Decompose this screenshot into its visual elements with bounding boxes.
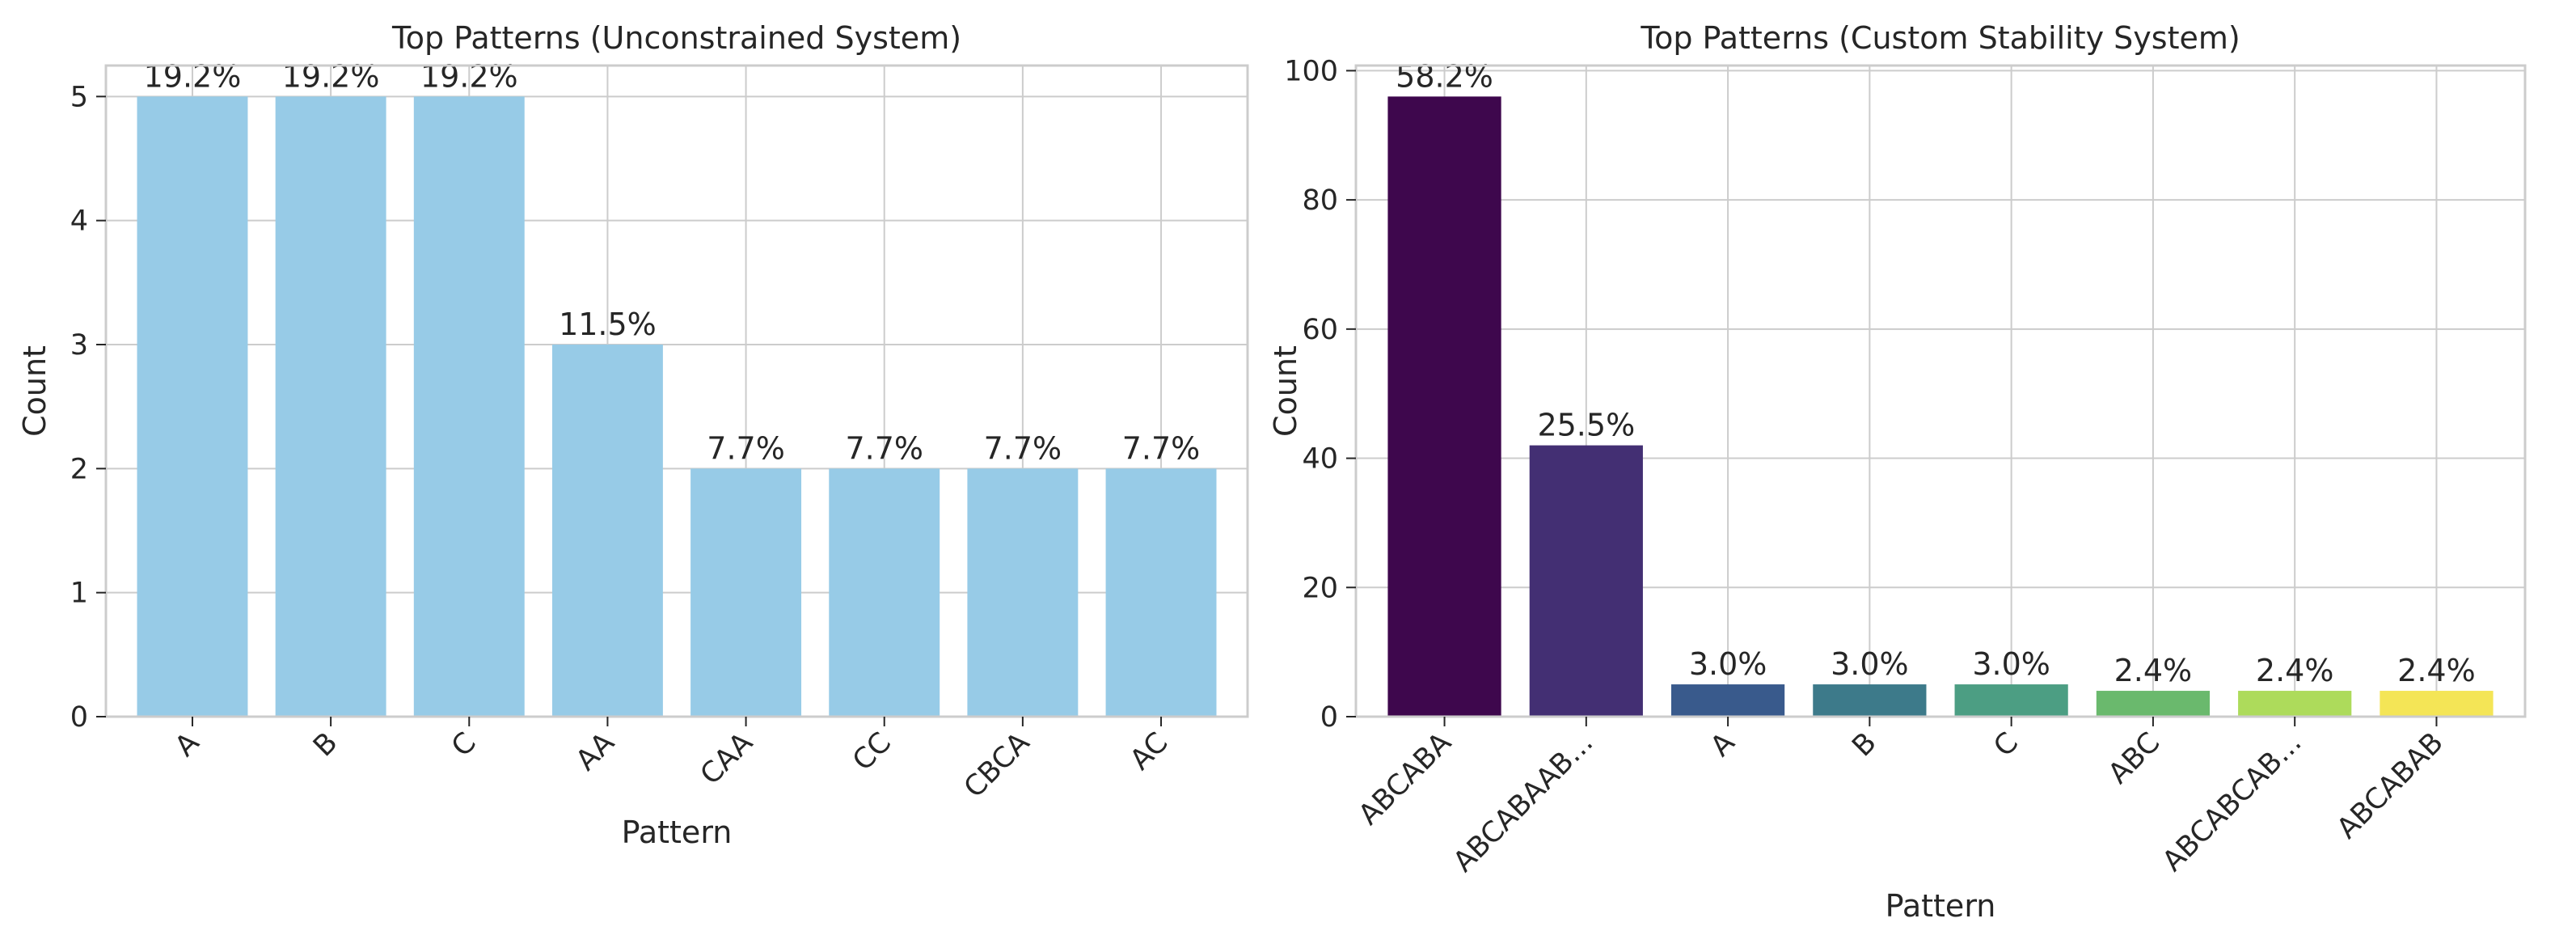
x-tick-label: ABCABCAB... xyxy=(2156,726,2308,878)
x-tick-label: B xyxy=(1846,726,1882,763)
bar xyxy=(1670,684,1785,717)
bar-data-label: 19.2% xyxy=(282,58,380,94)
bar-data-label: 2.4% xyxy=(2114,653,2193,688)
x-tick-label: ABC xyxy=(2102,726,2166,790)
x-axis-label: Pattern xyxy=(1886,888,1996,924)
y-tick-label: 20 xyxy=(1302,572,1338,604)
x-axis-label: Pattern xyxy=(622,815,733,850)
bar-data-label: 19.2% xyxy=(420,58,518,94)
bar xyxy=(2238,691,2352,717)
y-axis-label: Count xyxy=(1268,345,1303,437)
x-tick-label: C xyxy=(1987,726,2025,764)
y-tick-label: 60 xyxy=(1302,314,1338,346)
bar xyxy=(1387,96,1501,717)
bar xyxy=(2380,691,2494,717)
bar xyxy=(413,96,525,717)
y-tick-label: 40 xyxy=(1302,443,1338,476)
bar-data-label: 19.2% xyxy=(144,58,242,94)
x-tick-label: CBCA xyxy=(958,726,1036,804)
bar xyxy=(1529,445,1643,717)
y-axis-label: Count xyxy=(17,345,53,437)
bar-data-label: 7.7% xyxy=(707,430,785,466)
bar xyxy=(690,468,802,717)
y-tick-label: 3 xyxy=(70,329,88,362)
x-tick-label: AA xyxy=(570,726,621,777)
chart-title: Top Patterns (Unconstrained System) xyxy=(391,20,961,56)
x-tick-label: CC xyxy=(847,726,897,777)
chart-1: 19.2% 19.2% 19.2% 11.5% 7.7% 7.7% 7.7% 7.7% 0 1 2 3… xyxy=(17,20,1249,850)
bar-data-label: 11.5% xyxy=(559,307,657,342)
chart-title: Top Patterns (Custom Stability System) xyxy=(1640,20,2240,56)
bar-data-label: 7.7% xyxy=(845,430,923,466)
bar xyxy=(967,468,1079,717)
bar-data-label: 3.0% xyxy=(1972,646,2050,682)
y-tick-label: 5 xyxy=(70,81,88,113)
x-tick-label: B xyxy=(307,726,344,763)
y-tick-label: 100 xyxy=(1284,55,1338,87)
bar-data-label: 25.5% xyxy=(1537,408,1635,443)
y-tick-label: 2 xyxy=(70,453,88,485)
y-tick-label: 4 xyxy=(70,205,88,238)
x-tick-label: AC xyxy=(1124,726,1174,777)
x-tick-label: A xyxy=(1704,726,1741,763)
bar-data-label: 7.7% xyxy=(984,430,1062,466)
bar-data-label: 58.2% xyxy=(1396,58,1493,94)
bar xyxy=(137,96,248,717)
bar-data-label: 3.0% xyxy=(1831,646,1909,682)
x-tick-label: ABCABA xyxy=(1353,726,1458,832)
bar xyxy=(1813,684,1927,717)
y-tick-label: 80 xyxy=(1302,184,1338,217)
bar-data-label: 7.7% xyxy=(1122,430,1201,466)
bar xyxy=(829,468,940,717)
bar xyxy=(1105,468,1217,717)
y-tick-label: 0 xyxy=(70,701,88,734)
bar-data-label: 3.0% xyxy=(1689,646,1767,682)
chart-2: 58.2% 25.5% 3.0% 3.0% 3.0% 2.4% 2.4% 2.4% 0 20 40 6… xyxy=(1268,20,2527,924)
bar xyxy=(551,345,663,717)
y-tick-label: 1 xyxy=(70,578,88,610)
plot-frame xyxy=(1354,64,2527,718)
x-tick-label: CAA xyxy=(695,726,759,791)
bar xyxy=(1954,684,2068,717)
bar-data-label: 2.4% xyxy=(2397,653,2476,688)
bar xyxy=(2096,691,2211,717)
y-tick-label: 0 xyxy=(1320,701,1338,734)
bar xyxy=(275,96,386,717)
x-tick-label: ABCABAAB... xyxy=(1447,726,1599,878)
bar-data-label: 2.4% xyxy=(2256,653,2334,688)
x-tick-label: A xyxy=(169,726,205,763)
plot-frame xyxy=(104,64,1249,718)
x-tick-label: C xyxy=(446,726,483,764)
x-tick-label: ABCABAB xyxy=(2331,726,2450,845)
